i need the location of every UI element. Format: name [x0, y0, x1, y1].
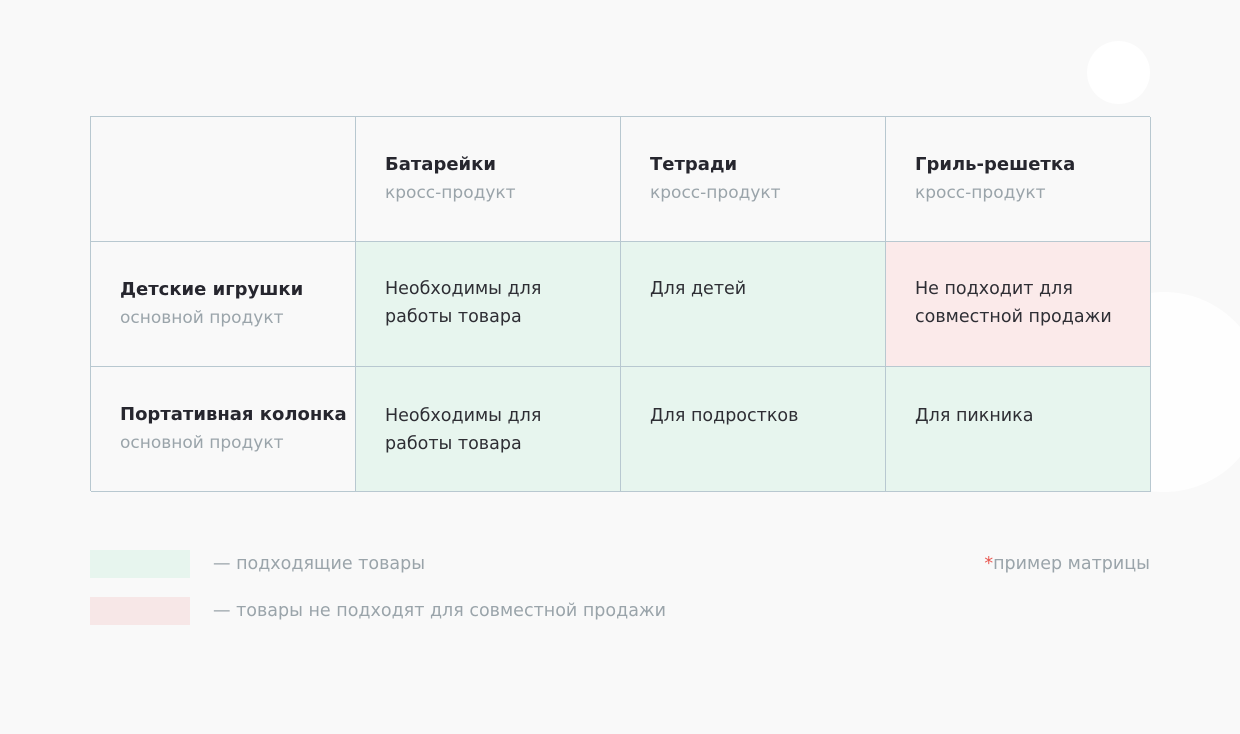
row-header-subtitle: основной продукт	[120, 308, 284, 328]
column-header: Тетради кросс-продукт	[621, 117, 886, 242]
row-header: Детские игрушки основной продукт	[91, 242, 356, 367]
legend-swatch-match	[90, 550, 190, 578]
matrix-cell-match: Необходимы для работы товара	[356, 242, 621, 367]
column-header-subtitle: кросс-продукт	[915, 183, 1046, 203]
column-header: Батарейки кросс-продукт	[356, 117, 621, 242]
row-header-title: Детские игрушки	[120, 279, 304, 300]
matrix-cell-match: Для подростков	[621, 367, 886, 492]
row-header-subtitle: основной продукт	[120, 433, 284, 453]
matrix-cell-text: Для подростков	[650, 406, 799, 426]
matrix-example-note: *пример матрицы	[984, 550, 1150, 578]
column-header-subtitle: кросс-продукт	[385, 183, 516, 203]
column-header-title: Батарейки	[385, 154, 496, 175]
column-header-title: Тетради	[650, 154, 738, 175]
matrix-cell-text: Для пикника	[915, 406, 1034, 426]
matrix-cell-match: Для детей	[621, 242, 886, 367]
column-header: Гриль-решетка кросс-продукт	[886, 117, 1151, 242]
matrix-cell-text: Для детей	[650, 279, 747, 299]
matrix-cell-text: Необходимы для работы товара	[385, 279, 542, 327]
column-header-title: Гриль-решетка	[915, 154, 1076, 175]
column-header-subtitle: кросс-продукт	[650, 183, 781, 203]
matrix-cell-text: Необходимы для работы товара	[385, 406, 542, 454]
decorative-circle-small	[1087, 41, 1150, 104]
matrix-cell-match: Для пикника	[886, 367, 1151, 492]
row-header: Портативная колонка основной продукт	[91, 367, 356, 492]
matrix-corner-cell	[91, 117, 356, 242]
legend-label-no-match: — товары не подходят для совместной прод…	[213, 601, 667, 621]
matrix-cell-no-match: Не подходит для совместной продажи	[886, 242, 1151, 367]
legend-swatch-no-match	[90, 597, 190, 625]
asterisk-mark: *	[984, 554, 994, 574]
row-header-title: Портативная колонка	[120, 404, 347, 425]
legend-label-match: — подходящие товары	[213, 554, 426, 574]
cross-sell-matrix: Батарейки кросс-продукт Тетради кросс-пр…	[90, 116, 1151, 492]
matrix-cell-text: Не подходит для совместной продажи	[915, 279, 1112, 327]
note-text: пример матрицы	[993, 554, 1150, 574]
matrix-cell-match: Необходимы для работы товара	[356, 367, 621, 492]
